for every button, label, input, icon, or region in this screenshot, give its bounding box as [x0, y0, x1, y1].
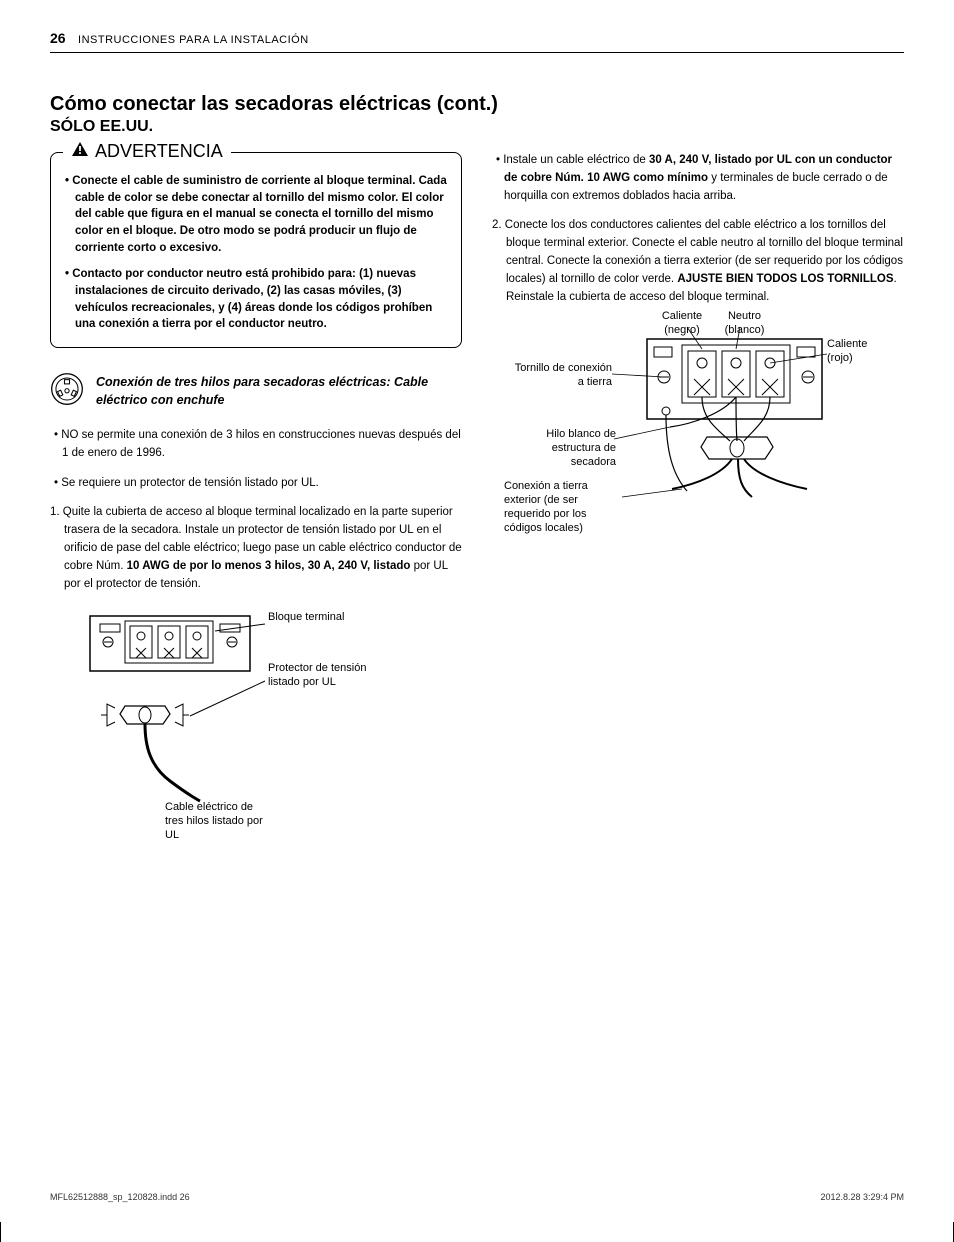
diagram-2: Caliente (negro) Neutro (blanco) Calient… — [492, 319, 872, 559]
label-tornillo: Tornillo de conexión a tierra — [512, 361, 612, 390]
label-conexion: Conexión a tierra exterior (de ser reque… — [504, 479, 624, 536]
label-protector: Protector de tensión listado por UL — [268, 661, 388, 690]
warning-heading: ADVERTENCIA — [95, 141, 223, 162]
body-bullet-1: • NO se permite una conexión de 3 hilos … — [50, 427, 462, 463]
subsection-title: Conexión de tres hilos para secadoras el… — [96, 374, 462, 409]
label-neutro: Neutro (blanco) — [717, 309, 772, 338]
body-step-1: 1. Quite la cubierta de acceso al bloque… — [50, 504, 462, 593]
page-number: 26 — [50, 30, 66, 46]
right-bullet: • Instale un cable eléctrico de 30 A, 24… — [492, 152, 904, 205]
plug-icon — [50, 372, 84, 411]
step2-bold: AJUSTE BIEN TODOS LOS TORNILLOS — [677, 273, 893, 285]
page-header: 26 INSTRUCCIONES PARA LA INSTALACIÓN — [50, 30, 904, 53]
body-bullet-2: • Se requiere un protector de tensión li… — [50, 475, 462, 493]
label-caliente-rojo: Caliente (rojo) — [827, 337, 882, 366]
warning-bullet-1: • Conecte el cable de suministro de corr… — [65, 173, 447, 256]
right-step-2: 2. Conecte los dos conductores calientes… — [492, 217, 904, 306]
warning-box: ADVERTENCIA • Conecte el cable de sumini… — [50, 152, 462, 348]
step1-bold: 10 AWG de por lo menos 3 hilos, 30 A, 24… — [127, 560, 411, 572]
warning-icon — [71, 141, 89, 162]
page-footer: MFL62512888_sp_120828.indd 26 2012.8.28 … — [50, 1192, 904, 1202]
warning-header: ADVERTENCIA — [63, 141, 231, 162]
footer-file: MFL62512888_sp_120828.indd 26 — [50, 1192, 190, 1202]
content-columns: ADVERTENCIA • Conecte el cable de sumini… — [50, 152, 904, 836]
subsection-row: Conexión de tres hilos para secadoras el… — [50, 372, 462, 411]
diagram-1: Bloque terminal Protector de tensión lis… — [70, 606, 390, 836]
label-bloque: Bloque terminal — [268, 610, 358, 624]
left-column: ADVERTENCIA • Conecte el cable de sumini… — [50, 152, 462, 836]
section-label: INSTRUCCIONES PARA LA INSTALACIÓN — [78, 34, 309, 46]
label-caliente-negro: Caliente (negro) — [652, 309, 712, 338]
right-column: • Instale un cable eléctrico de 30 A, 24… — [492, 152, 904, 836]
page-title: Cómo conectar las secadoras eléctricas (… — [50, 93, 904, 116]
label-hilo-blanco: Hilo blanco de estructura de secadora — [526, 427, 616, 470]
footer-timestamp: 2012.8.28 3:29:4 PM — [820, 1192, 904, 1202]
right-bullet-pre: • Instale un cable eléctrico de — [496, 154, 649, 166]
warning-bullet-2: • Contacto por conductor neutro está pro… — [65, 266, 447, 333]
label-cable: Cable eléctrico de tres hilos listado po… — [165, 800, 265, 843]
page-subtitle: SÓLO EE.UU. — [50, 118, 904, 136]
